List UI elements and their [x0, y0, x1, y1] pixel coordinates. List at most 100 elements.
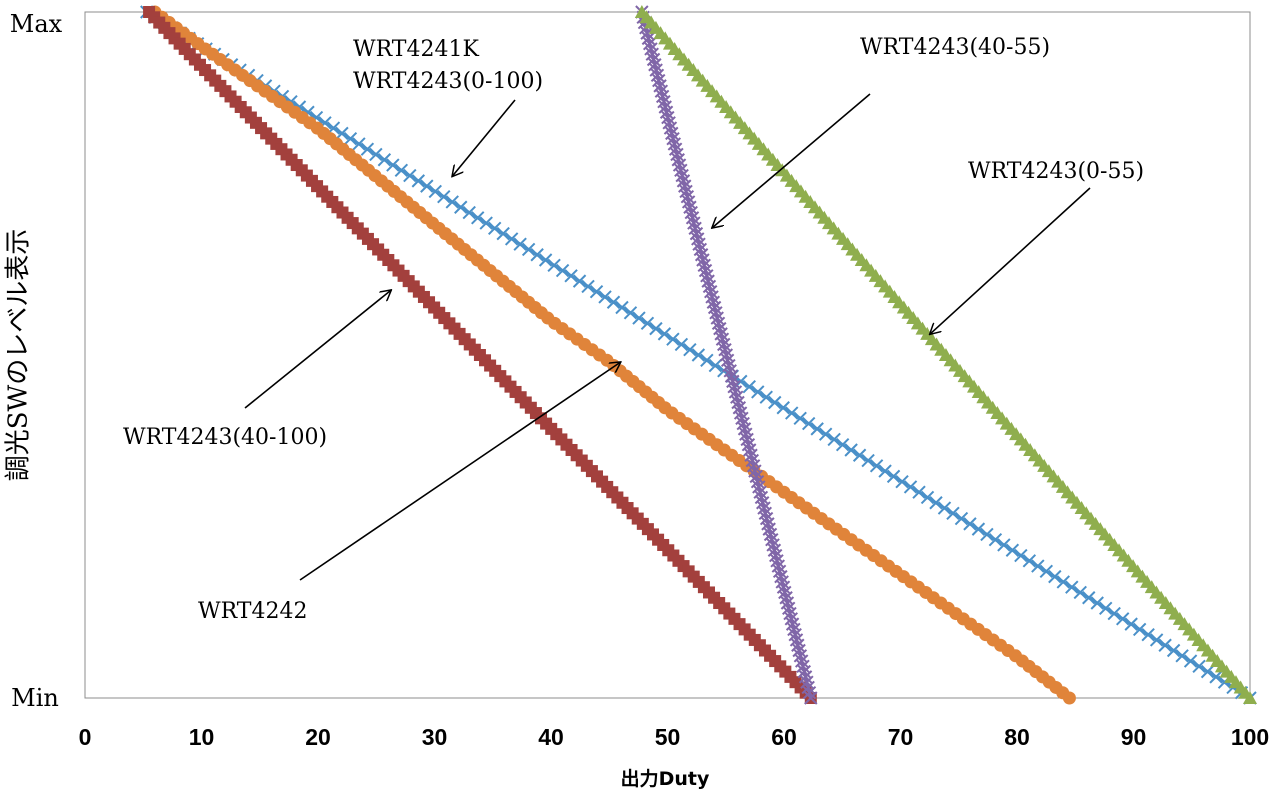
data-point	[653, 79, 667, 93]
data-point	[744, 448, 758, 462]
data-point	[394, 163, 409, 178]
data-point	[691, 348, 706, 362]
data-point	[710, 311, 724, 325]
data-point	[724, 369, 739, 383]
data-point	[771, 559, 786, 573]
data-point	[750, 474, 765, 489]
data-point	[784, 612, 799, 626]
data-point	[640, 26, 654, 40]
data-point	[759, 511, 774, 526]
data-point	[751, 385, 765, 399]
data-point	[403, 168, 417, 183]
data-point	[792, 643, 806, 658]
x-axis-title: 出力Duty	[620, 768, 710, 790]
data-point	[802, 686, 817, 700]
data-point	[706, 295, 721, 309]
data-point	[681, 195, 696, 209]
series-1	[140, 5, 1257, 705]
data-point	[666, 332, 680, 346]
data-point	[946, 506, 960, 521]
plot-frame	[84, 11, 1251, 699]
data-point	[746, 459, 761, 473]
data-point	[844, 443, 858, 457]
data-point	[701, 274, 715, 288]
x-tick-label: 0	[79, 724, 92, 750]
data-point	[852, 448, 867, 462]
data-point	[343, 131, 358, 146]
data-point	[704, 284, 718, 299]
x-tick-label: 50	[655, 724, 681, 750]
annotation-arrow	[244, 290, 391, 409]
data-point	[768, 395, 782, 410]
data-point	[778, 585, 792, 600]
data-point	[781, 601, 796, 615]
data-point	[903, 480, 918, 494]
data-point	[670, 147, 684, 162]
data-point	[878, 464, 892, 478]
series-2	[148, 5, 1076, 705]
data-point	[740, 432, 754, 447]
annotation-label: WRT4243(40-55)	[860, 35, 1050, 60]
data-point	[652, 73, 666, 88]
data-point	[697, 258, 711, 272]
data-point	[521, 242, 536, 257]
data-point	[411, 174, 426, 188]
data-point	[715, 332, 730, 346]
data-point	[749, 469, 763, 484]
data-point	[513, 237, 527, 251]
data-point	[377, 153, 392, 167]
data-point	[1048, 569, 1062, 584]
x-tick-label: 30	[422, 724, 448, 750]
data-point	[739, 427, 753, 441]
data-point	[754, 490, 769, 505]
data-point	[428, 184, 442, 199]
data-point	[1039, 564, 1054, 579]
data-point	[1005, 543, 1020, 557]
data-point	[437, 189, 451, 204]
data-point	[793, 649, 808, 663]
data-point	[861, 453, 875, 468]
data-point	[657, 95, 671, 109]
data-point	[737, 422, 752, 436]
data-point	[688, 221, 702, 236]
data-point	[700, 269, 714, 283]
data-point	[707, 300, 722, 315]
data-point	[665, 126, 679, 141]
x-tick-label: 10	[189, 724, 215, 750]
data-point	[1209, 670, 1223, 684]
data-point	[758, 506, 773, 521]
data-point	[757, 501, 771, 515]
data-point	[692, 237, 706, 251]
data-point	[920, 490, 935, 505]
data-point	[801, 416, 816, 431]
data-point	[742, 379, 756, 394]
data-point	[767, 543, 782, 557]
data-point	[735, 411, 749, 426]
data-point	[718, 343, 732, 357]
data-point	[640, 316, 655, 331]
data-point	[801, 680, 815, 695]
data-point	[694, 248, 709, 262]
data-point	[645, 47, 659, 61]
data-point	[644, 42, 658, 56]
data-point	[736, 416, 750, 431]
data-point	[709, 306, 723, 320]
data-point	[672, 158, 687, 172]
data-point	[980, 527, 994, 542]
data-point	[776, 580, 791, 594]
data-point	[791, 638, 805, 652]
data-point	[722, 358, 736, 373]
data-point	[674, 337, 689, 352]
data-point	[717, 337, 731, 352]
data-point	[659, 105, 674, 119]
annotation-line: WRT4243(0-100)	[353, 69, 543, 94]
data-point	[774, 569, 788, 584]
x-tick-label: 70	[888, 724, 914, 750]
annotation-arrow	[299, 362, 621, 581]
y-tick-label: Max	[10, 10, 63, 38]
data-point	[648, 58, 662, 72]
data-point	[530, 248, 544, 262]
series-3	[143, 6, 817, 704]
data-point	[663, 121, 678, 135]
data-point	[741, 438, 756, 452]
